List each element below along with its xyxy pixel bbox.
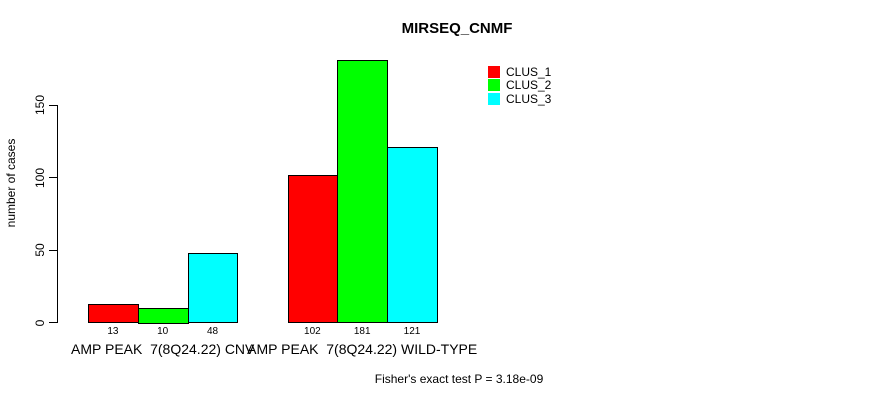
bar-clus_2-group2	[337, 60, 389, 324]
category-label: AMP PEAK 7(8Q24.22) WILD-TYPE	[247, 341, 478, 357]
bar-value-label: 13	[107, 325, 119, 337]
legend-item: CLUS_2	[488, 78, 551, 92]
bar-value-label: 10	[157, 325, 169, 337]
legend-swatch-clus_2	[488, 79, 500, 92]
bar-clus_3-group2	[387, 147, 438, 324]
bar-value-label: 48	[206, 325, 219, 337]
legend-label: CLUS_1	[506, 65, 552, 79]
y-axis-tick	[49, 322, 57, 323]
y-axis-line	[57, 105, 58, 323]
legend-swatch-clus_1	[488, 66, 500, 78]
bar-clus_3-group1	[187, 252, 239, 324]
legend-label: CLUS_3	[506, 91, 552, 106]
bar-value-label: 121	[403, 325, 421, 337]
y-axis-tick	[49, 104, 57, 106]
bar-value-label: 102	[304, 325, 321, 337]
y-axis-tick	[49, 249, 57, 251]
bar-value-label: 181	[353, 325, 371, 337]
y-axis-tick	[49, 177, 57, 178]
legend-label: CLUS_2	[506, 78, 552, 93]
annotation-text: Fisher's exact test P = 3.18e-09	[374, 372, 544, 386]
legend-item: CLUS_3	[488, 92, 551, 106]
legend-swatch-clus_3	[488, 92, 500, 105]
legend-item: CLUS_1	[488, 65, 551, 79]
chart-title: MIRSEQ_CNMF	[401, 20, 513, 37]
category-label: AMP PEAK 7(8Q24.22) CNV	[71, 341, 255, 357]
